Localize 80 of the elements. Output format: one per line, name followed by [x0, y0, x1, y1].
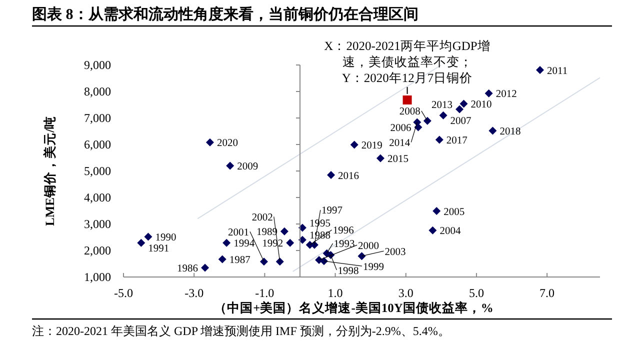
x-tick-label: 5.0 — [468, 286, 484, 300]
point — [456, 105, 464, 114]
y-tick-label: 2,000 — [84, 244, 111, 258]
point — [222, 238, 231, 247]
point — [376, 154, 384, 162]
point — [226, 162, 234, 170]
annotation: 2018 — [500, 126, 521, 138]
x-tick-label: -5.0 — [114, 286, 133, 300]
point — [286, 238, 294, 247]
text: 注：2020-2021 年美国名义 GDP 增速预测使用 IMF 预测，分别为-2.9%、5.4%。 — [32, 324, 450, 338]
point — [144, 232, 152, 241]
annotation: 1996 — [332, 226, 354, 237]
x-tick-label: 7.0 — [540, 286, 555, 300]
annotation: 1987 — [229, 255, 250, 266]
annotation: 2012 — [496, 89, 517, 100]
annotation: 2016 — [338, 170, 360, 182]
annotation: 2009 — [237, 162, 258, 172]
point — [218, 255, 226, 264]
annotation: 1990 — [155, 232, 176, 244]
y-tick-label: 7,000 — [84, 111, 111, 125]
x-tick-label: 3.0 — [398, 286, 414, 300]
y-axis-title: LME铜价，美元/吨 — [42, 116, 57, 226]
annotation: 2013 — [432, 100, 453, 112]
point — [358, 252, 366, 260]
point — [439, 111, 448, 120]
point — [460, 100, 468, 108]
x-axis-title: （中国+美国）名义增速-美国10Y国债收益率，% — [214, 300, 494, 315]
annotation: 2017 — [446, 136, 468, 147]
y-tick-label: 4,000 — [84, 190, 111, 204]
y-tick-label: 6,000 — [84, 138, 111, 152]
y-tick-label: 5,000 — [84, 164, 111, 178]
y-tick-label: 8,000 — [84, 84, 111, 98]
point — [298, 236, 306, 244]
y-tick-label: 3,000 — [84, 217, 111, 231]
annotation: 2002 — [252, 212, 273, 224]
annotation: 2005 — [444, 206, 465, 218]
point — [428, 226, 437, 234]
annotation: 1998 — [338, 266, 359, 277]
point — [137, 238, 146, 247]
point — [423, 116, 432, 125]
annotation: X：2020-2021两年平均GDP增速，美债收益率不变；Y：2020年12月7日铜价 — [324, 38, 490, 85]
annotation: 1997 — [321, 206, 342, 217]
point — [276, 258, 284, 266]
annotation: 2004 — [440, 226, 462, 238]
point — [280, 227, 288, 236]
annotation: 2020 — [216, 138, 238, 150]
point — [402, 95, 412, 104]
annotation: 2010 — [470, 99, 492, 110]
annotation: 1991 — [148, 244, 170, 255]
annotation: 1999 — [362, 262, 384, 273]
point — [488, 126, 497, 135]
point — [536, 66, 544, 74]
x-tick-label: -1.0 — [255, 286, 274, 300]
point — [435, 136, 444, 144]
annotation: 2001 — [228, 227, 249, 238]
annotation: 2000 — [358, 240, 380, 252]
point — [206, 138, 214, 146]
annotation: 2008 — [399, 106, 420, 118]
annotation: 2007 — [450, 116, 472, 128]
x-tick-label: 1.0 — [328, 286, 343, 300]
point — [350, 140, 358, 149]
y-tick-label: 1,000 — [84, 270, 111, 284]
annotation: 2019 — [361, 140, 382, 152]
point — [201, 264, 210, 272]
x-tick-label: -3.0 — [184, 286, 204, 300]
annotation: 1993 — [334, 239, 355, 250]
point — [298, 224, 306, 232]
annotation: 1986 — [177, 264, 198, 275]
y-tick-label: 9,000 — [84, 58, 111, 72]
annotation: 2003 — [384, 246, 406, 258]
annotation: 1994 — [234, 238, 256, 250]
point — [260, 258, 268, 266]
point — [327, 170, 336, 179]
annotation: 2011 — [546, 66, 568, 77]
annotation: 2015 — [387, 154, 408, 166]
chart-title: 图表 8：从需求和流动性角度来看，当前铜价仍在合理区间 — [32, 5, 418, 23]
annotation: 2014 — [389, 138, 411, 150]
point — [432, 207, 441, 216]
point — [484, 89, 493, 98]
annotation: 2006 — [390, 123, 412, 134]
